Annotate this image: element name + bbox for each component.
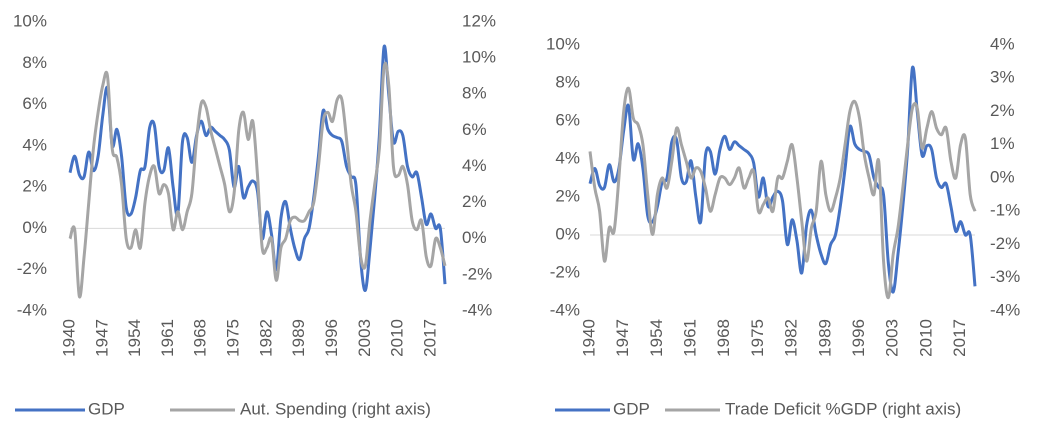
x-tick-label: 2010: [916, 319, 935, 357]
y-tick-label: -2%: [17, 259, 47, 278]
x-tick-label: 2017: [950, 319, 969, 357]
x-tick-label: 1975: [224, 319, 243, 357]
series-line: [588, 86, 977, 300]
y-tick-label: 4%: [555, 148, 580, 167]
x-tick-label: 1940: [59, 319, 78, 357]
x-tick-label: 1989: [815, 319, 834, 357]
y-tick-label: 10%: [546, 34, 580, 53]
y-tick-label: 6%: [22, 94, 47, 113]
x-tick-label: 1982: [782, 319, 801, 357]
y-tick-label: 4%: [22, 135, 47, 154]
y2-tick-label: -1%: [990, 201, 1020, 220]
legend-label: Aut. Spending (right axis): [240, 399, 431, 418]
y-tick-label: 0%: [22, 218, 47, 237]
x-tick-label: 2017: [420, 319, 439, 357]
y2-tick-label: 2%: [462, 192, 487, 211]
y2-tick-label: -2%: [462, 264, 492, 283]
x-tick-label: 2003: [355, 319, 374, 357]
y-tick-label: -2%: [550, 262, 580, 281]
y-tick-label: 8%: [555, 72, 580, 91]
y2-tick-label: -4%: [990, 300, 1020, 319]
y-tick-label: -4%: [550, 300, 580, 319]
y2-tick-label: -3%: [990, 267, 1020, 286]
x-tick-label: 1961: [158, 319, 177, 357]
legend-label: GDP: [88, 399, 125, 418]
y2-tick-label: 0%: [462, 228, 487, 247]
x-tick-label: 1975: [748, 319, 767, 357]
x-tick-label: 1996: [849, 319, 868, 357]
y2-tick-label: 10%: [462, 48, 496, 67]
y-tick-label: 8%: [22, 53, 47, 72]
x-tick-label: 1989: [289, 319, 308, 357]
y2-tick-label: -2%: [990, 234, 1020, 253]
x-tick-label: 1996: [322, 319, 341, 357]
x-tick-label: 1954: [647, 319, 666, 357]
y-tick-label: -4%: [17, 300, 47, 319]
x-tick-label: 1947: [613, 319, 632, 357]
y-tick-label: 6%: [555, 110, 580, 129]
y2-tick-label: 12%: [462, 11, 496, 30]
x-tick-label: 1947: [92, 319, 111, 357]
legend-label: Trade Deficit %GDP (right axis): [725, 399, 961, 418]
y2-tick-label: 1%: [990, 134, 1015, 153]
x-tick-label: 1940: [579, 319, 598, 357]
x-tick-label: 2003: [883, 319, 902, 357]
y-tick-label: 2%: [22, 177, 47, 196]
legend-label: GDP: [613, 399, 650, 418]
y-tick-label: 10%: [13, 11, 47, 30]
x-tick-label: 1961: [681, 319, 700, 357]
x-tick-label: 1968: [714, 319, 733, 357]
x-tick-label: 2010: [388, 319, 407, 357]
chart: -4% -2% 0% 2% 4% 6% 8% 10% -4% -3% -2% -1% 0% 1% 2% 3% 4…: [546, 34, 1020, 418]
y2-tick-label: 6%: [462, 120, 487, 139]
x-tick-label: 1982: [256, 319, 275, 357]
y2-tick-label: 8%: [462, 84, 487, 103]
y2-tick-label: -4%: [462, 300, 492, 319]
y-tick-label: 0%: [555, 224, 580, 243]
y2-tick-label: 0%: [990, 167, 1015, 186]
series-line: [68, 61, 447, 299]
y2-tick-label: 2%: [990, 101, 1015, 120]
x-tick-label: 1954: [125, 319, 144, 357]
chart: -4% -2% 0% 2% 4% 6% 8% 10% -4% -2% 0% 2% 4% 6% 8% 10% 12…: [13, 11, 496, 418]
y2-tick-label: 3%: [990, 68, 1015, 87]
x-tick-label: 1968: [191, 319, 210, 357]
y-tick-label: 2%: [555, 186, 580, 205]
y2-tick-label: 4%: [990, 34, 1015, 53]
y2-tick-label: 4%: [462, 156, 487, 175]
